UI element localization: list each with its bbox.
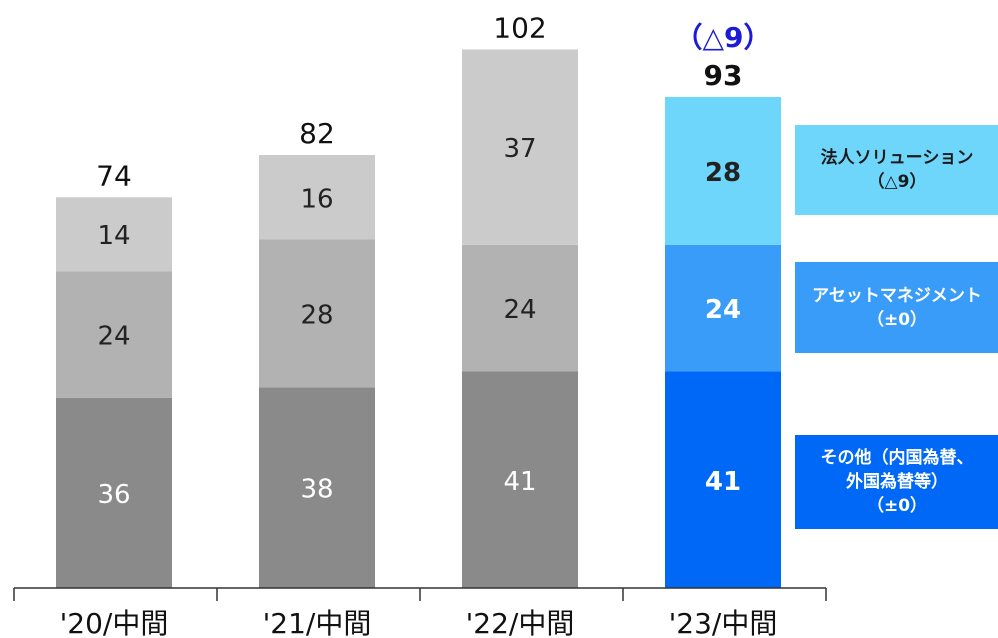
legend-other: その他（内国為替、 外国為替等） （±0） [795, 435, 998, 529]
bar-segment [56, 397, 172, 588]
bar-segment [462, 244, 578, 372]
bar-segment [259, 155, 375, 240]
legend-other-change: （±0） [866, 496, 928, 516]
category-tick-label: '21/中間 [263, 607, 372, 638]
segment-value-label: 16 [300, 184, 333, 214]
total-value-label: 82 [299, 117, 335, 150]
segment-value-label: 28 [705, 158, 741, 188]
legend-other-label-line1: その他（内国為替、 [820, 448, 974, 468]
bar-segment [56, 271, 172, 398]
total-value-label: 74 [96, 159, 132, 192]
segment-value-label: 24 [97, 322, 130, 352]
category-tick-label: '20/中間 [60, 607, 169, 638]
segment-value-label: 28 [300, 300, 333, 330]
bar-segment [665, 244, 781, 372]
bar-segment [259, 387, 375, 588]
segment-value-label: 36 [97, 480, 130, 510]
legend-asset-management: アセットマネジメント （±0） [795, 262, 998, 353]
legend-asset-change: （±0） [866, 309, 928, 330]
segment-value-label: 41 [503, 467, 536, 497]
total-value-label: 102 [493, 11, 546, 44]
bar-segment [665, 96, 781, 245]
bar-segment [259, 239, 375, 388]
bar-segment [462, 371, 578, 588]
legend-corporate-change: （△9） [867, 172, 927, 192]
legend-corporate-label: 法人ソリューション [820, 148, 974, 168]
segment-value-label: 38 [300, 475, 333, 505]
segment-value-label: 24 [705, 295, 741, 325]
segment-value-label: 14 [97, 221, 130, 251]
bar-segment [462, 49, 578, 245]
segment-value-label: 24 [503, 295, 536, 325]
category-tick-label: '23/中間 [669, 607, 778, 638]
legend-other-label-line2: 外国為替等） [846, 472, 948, 492]
segment-value-label: 37 [503, 134, 536, 164]
total-value-label: 93 [704, 59, 743, 92]
segment-value-label: 41 [705, 467, 741, 497]
bar-segment [56, 197, 172, 272]
bar-segment [665, 371, 781, 588]
category-tick-label: '22/中間 [466, 607, 575, 638]
total-change-label: （△9） [674, 21, 771, 54]
legend-corporate-solutions: 法人ソリューション （△9） [795, 125, 998, 215]
legend-asset-label: アセットマネジメント [812, 285, 982, 306]
